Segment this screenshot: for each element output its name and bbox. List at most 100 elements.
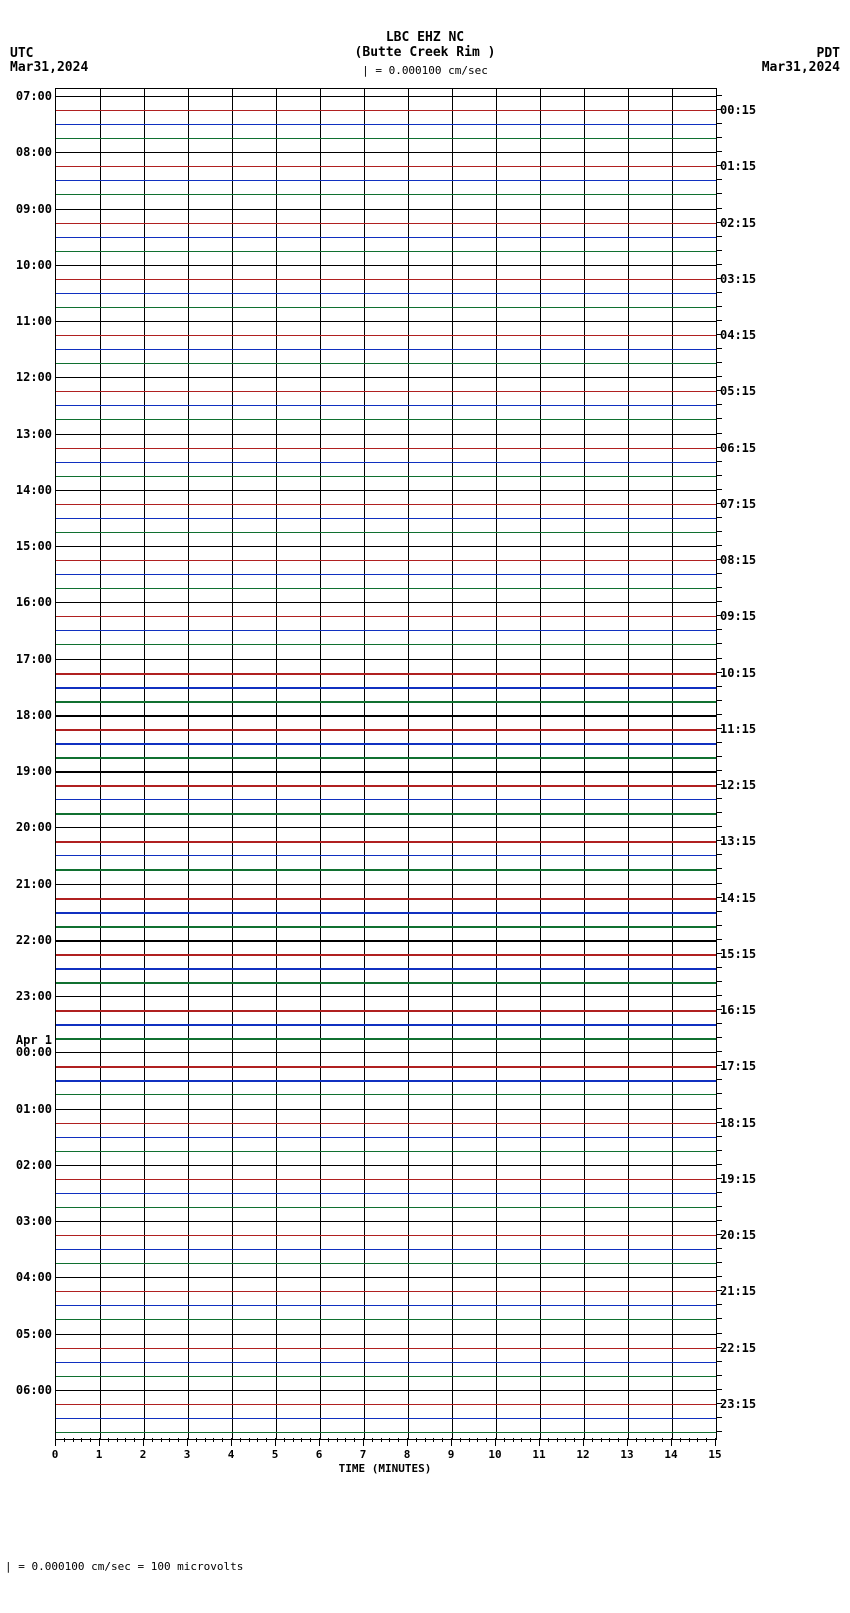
- x-tick-label: 7: [360, 1448, 367, 1461]
- seismic-trace: [56, 1066, 716, 1068]
- y-label-right: 03:15: [716, 272, 756, 286]
- seismic-trace: [56, 1418, 716, 1419]
- y-label-left: 09:00: [16, 202, 56, 216]
- seismogram-container: UTC Mar31,2024 PDT Mar31,2024 LBC EHZ NC…: [0, 0, 850, 1613]
- x-tick-label: 0: [52, 1448, 59, 1461]
- seismic-trace: [56, 673, 716, 675]
- seismic-trace: [56, 1024, 716, 1026]
- left-timezone: UTC: [10, 46, 33, 61]
- seismic-trace: [56, 490, 716, 491]
- y-label-right: 04:15: [716, 328, 756, 342]
- y-label-right: 12:15: [716, 778, 756, 792]
- y-label-left: 00:00: [16, 1045, 56, 1059]
- y-label-left: 15:00: [16, 539, 56, 553]
- x-tick-label: 3: [184, 1448, 191, 1461]
- seismic-trace: [56, 1010, 716, 1012]
- seismic-trace: [56, 1277, 716, 1278]
- seismic-trace: [56, 251, 716, 252]
- gridline-vertical: [232, 89, 233, 1439]
- seismic-trace: [56, 1151, 716, 1152]
- right-timezone: PDT: [817, 46, 840, 61]
- seismic-trace: [56, 757, 716, 759]
- seismic-trace: [56, 1263, 716, 1264]
- x-tick-label: 8: [404, 1448, 411, 1461]
- y-label-right: 05:15: [716, 384, 756, 398]
- seismic-trace: [56, 363, 716, 364]
- x-tick-label: 13: [620, 1448, 633, 1461]
- seismic-trace: [56, 405, 716, 406]
- seismic-trace: [56, 644, 716, 645]
- seismic-trace: [56, 912, 716, 914]
- seismogram-plot: 07:0000:1508:0001:1509:0002:1510:0003:15…: [55, 88, 717, 1440]
- x-tick-label: 2: [140, 1448, 147, 1461]
- seismic-trace: [56, 152, 716, 153]
- x-tick-label: 15: [708, 1448, 721, 1461]
- seismic-trace: [56, 1291, 716, 1292]
- y-label-right: 20:15: [716, 1228, 756, 1242]
- gridline-vertical: [276, 89, 277, 1439]
- y-label-left: 01:00: [16, 1102, 56, 1116]
- seismic-trace: [56, 1319, 716, 1320]
- seismic-trace: [56, 884, 716, 885]
- y-label-right: 19:15: [716, 1172, 756, 1186]
- x-tick-label: 6: [316, 1448, 323, 1461]
- seismic-trace: [56, 1080, 716, 1082]
- x-tick-label: 5: [272, 1448, 279, 1461]
- seismic-trace: [56, 265, 716, 266]
- seismic-trace: [56, 293, 716, 294]
- y-label-left: 04:00: [16, 1270, 56, 1284]
- x-tick-label: 11: [532, 1448, 545, 1461]
- seismic-trace: [56, 448, 716, 449]
- gridline-vertical: [496, 89, 497, 1439]
- seismic-trace: [56, 588, 716, 589]
- seismic-trace: [56, 209, 716, 210]
- seismic-trace: [56, 279, 716, 280]
- gridline-vertical: [364, 89, 365, 1439]
- y-label-right: 23:15: [716, 1397, 756, 1411]
- y-label-right: 21:15: [716, 1284, 756, 1298]
- x-tick-label: 12: [576, 1448, 589, 1461]
- gridline-vertical: [452, 89, 453, 1439]
- seismic-trace: [56, 504, 716, 505]
- seismic-trace: [56, 1432, 716, 1433]
- seismic-trace: [56, 419, 716, 420]
- y-label-right: 11:15: [716, 722, 756, 736]
- seismic-trace: [56, 1249, 716, 1250]
- seismic-trace: [56, 687, 716, 689]
- seismic-trace: [56, 237, 716, 238]
- y-label-left: 10:00: [16, 258, 56, 272]
- seismic-trace: [56, 194, 716, 195]
- y-label-right: 09:15: [716, 609, 756, 623]
- y-label-left: 20:00: [16, 820, 56, 834]
- gridline-vertical: [144, 89, 145, 1439]
- seismic-trace: [56, 659, 716, 660]
- seismic-trace: [56, 349, 716, 350]
- seismic-trace: [56, 841, 716, 843]
- gridline-vertical: [408, 89, 409, 1439]
- y-label-left: 16:00: [16, 595, 56, 609]
- seismic-trace: [56, 546, 716, 547]
- seismic-trace: [56, 518, 716, 519]
- seismic-trace: [56, 1207, 716, 1208]
- right-date: Mar31,2024: [762, 60, 840, 75]
- gridline-vertical: [188, 89, 189, 1439]
- seismic-trace: [56, 1165, 716, 1166]
- seismic-trace: [56, 855, 716, 856]
- y-label-left: 06:00: [16, 1383, 56, 1397]
- y-label-right: 22:15: [716, 1341, 756, 1355]
- x-tick-label: 9: [448, 1448, 455, 1461]
- seismic-trace: [56, 574, 716, 575]
- y-label-left: 14:00: [16, 483, 56, 497]
- seismic-trace: [56, 560, 716, 561]
- scale-legend: | = 0.000100 cm/sec: [0, 60, 850, 85]
- y-label-left: 22:00: [16, 933, 56, 947]
- station-code: LBC EHZ NC: [0, 0, 850, 45]
- seismic-trace: [56, 96, 716, 97]
- y-label-right: 14:15: [716, 891, 756, 905]
- x-tick-label: 4: [228, 1448, 235, 1461]
- station-location: (Butte Creek Rim ): [0, 45, 850, 60]
- seismic-trace: [56, 1052, 716, 1053]
- x-tick-label: 14: [664, 1448, 677, 1461]
- seismic-trace: [56, 771, 716, 773]
- y-label-right: 15:15: [716, 947, 756, 961]
